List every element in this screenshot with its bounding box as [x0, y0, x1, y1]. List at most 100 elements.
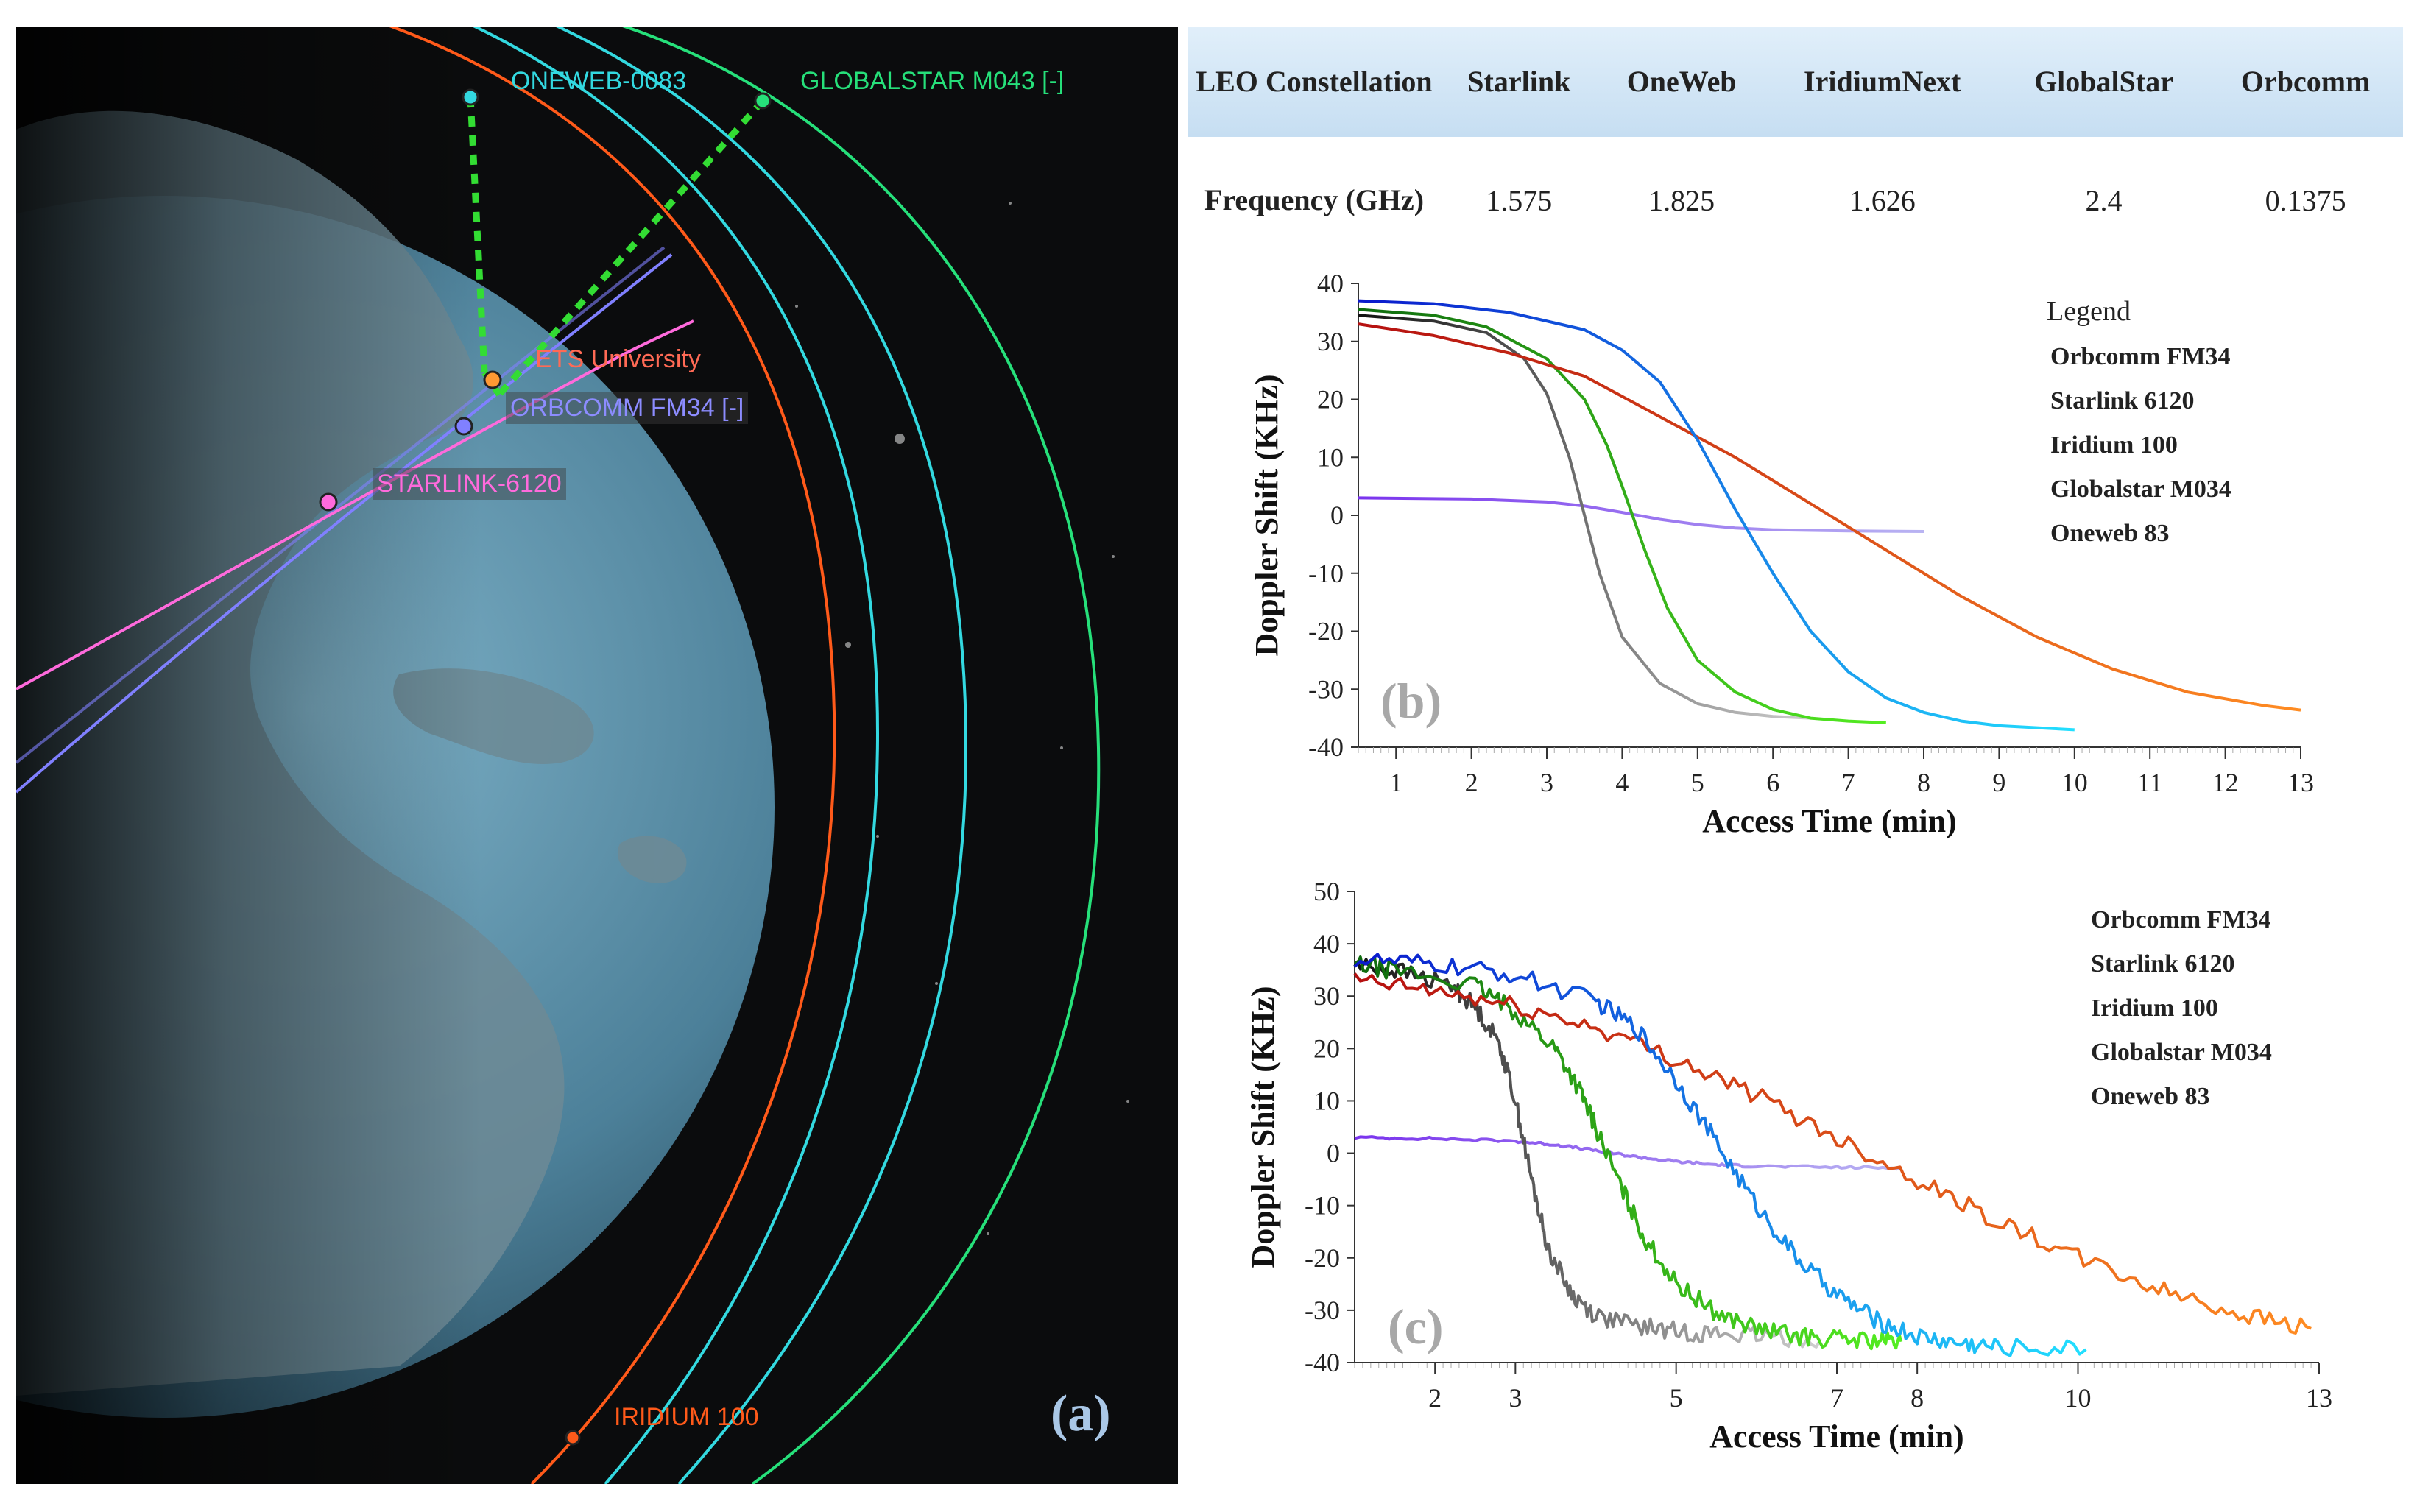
x-tick-label: 6: [1766, 768, 1779, 797]
table-header: GlobalStar: [1999, 27, 2209, 137]
table-header: LEO Constellation: [1188, 27, 1440, 137]
x-tick-label: 9: [1992, 768, 2005, 797]
legend-title: Legend: [2047, 296, 2131, 327]
series-line-3: [1358, 322, 2301, 712]
y-tick-label: -30: [1305, 1296, 1340, 1325]
x-tick-label: 1: [1389, 768, 1402, 797]
legend-entry: Oneweb 83: [2091, 1083, 2210, 1110]
y-tick-label: 0: [1327, 1139, 1340, 1168]
x-tick-label: 10: [2061, 768, 2088, 797]
x-tick-label: 4: [1615, 768, 1629, 797]
x-axis-label: Access Time (min): [1709, 1419, 1963, 1455]
x-tick-label: 11: [2137, 768, 2163, 797]
y-tick-label: -20: [1308, 617, 1344, 646]
series-line-1: [1353, 958, 1822, 1349]
y-tick-label: -30: [1308, 674, 1344, 704]
series-line-4: [1353, 953, 2087, 1357]
x-tick-label: 12: [2212, 768, 2239, 797]
x-tick-label: 2: [1465, 768, 1478, 797]
series-line-0: [1358, 496, 1924, 533]
x-tick-label: 7: [1842, 768, 1855, 797]
starlink-marker: [319, 492, 338, 512]
ets-marker: [483, 370, 502, 389]
legend-entry: Iridium 100: [2050, 431, 2178, 459]
satellite-globe-view: ONEWEB-0083 GLOBALSTAR M043 [-] ETS Univ…: [16, 27, 1178, 1484]
x-tick-label: 5: [1691, 768, 1704, 797]
table-header: Starlink: [1440, 27, 1598, 137]
y-tick-label: 20: [1313, 1034, 1340, 1063]
y-tick-label: -10: [1308, 559, 1344, 588]
satellite-markers: [319, 88, 772, 1446]
chart-c-measured: -40 -30 -20 -10 0 10 20 30 40 50 2 3 5 7 8 10 13 Access T…: [1245, 877, 2332, 1455]
legend-entry: Oneweb 83: [2050, 520, 2170, 547]
legend-entry: Globalstar M034: [2091, 1039, 2272, 1066]
x-tick-label: 13: [2287, 768, 2314, 797]
label-oneweb: ONEWEB-0083: [511, 67, 687, 95]
y-axis-label: Doppler Shift (KHz): [1249, 375, 1285, 657]
panel-label: (b): [1380, 673, 1442, 729]
x-tick-label: 3: [1540, 768, 1553, 797]
y-tick-label: 50: [1313, 877, 1340, 906]
label-iridium: IRIDIUM 100: [614, 1403, 759, 1431]
y-tick-label: 10: [1317, 442, 1344, 472]
x-axis-label: Access Time (min): [1702, 803, 1956, 839]
table-header-row: LEO Constellation Starlink OneWeb Iridiu…: [1188, 27, 2403, 137]
frequency-table: LEO Constellation Starlink OneWeb Iridiu…: [1188, 27, 2403, 264]
x-tick-label: 3: [1509, 1383, 1522, 1413]
table-header: OneWeb: [1598, 27, 1765, 137]
table-cell: 1.825: [1648, 183, 1715, 217]
iridium-marker: [565, 1430, 581, 1446]
table-row-label: Frequency (GHz): [1204, 183, 1425, 216]
table-cell: 1.626: [1849, 183, 1916, 217]
x-tick-label: 10: [2065, 1383, 2092, 1413]
legend-entry: Iridium 100: [2091, 995, 2218, 1022]
table-cell: 2.4: [2085, 183, 2123, 217]
y-tick-label: 30: [1313, 981, 1340, 1011]
x-tick-label: 13: [2306, 1383, 2332, 1413]
x-tick-label: 5: [1670, 1383, 1683, 1413]
y-tick-label: -40: [1308, 732, 1344, 762]
x-tick-label: 2: [1428, 1383, 1442, 1413]
y-tick-label: 20: [1317, 385, 1344, 414]
y-axis-label: Doppler Shift (KHz): [1245, 986, 1281, 1268]
y-tick-label: 10: [1313, 1086, 1340, 1115]
legend-entry: Orbcomm FM34: [2091, 906, 2271, 933]
label-ets: ETS University: [535, 345, 701, 373]
table-cell: 0.1375: [2265, 183, 2346, 217]
series-line-4: [1358, 299, 2075, 732]
legend-entry: Globalstar M034: [2050, 476, 2231, 503]
table-cell: 1.575: [1486, 183, 1553, 217]
y-tick-label: -40: [1305, 1348, 1340, 1377]
table-row: Frequency (GHz) 1.575 1.825 1.626 2.4 0.…: [1188, 137, 2403, 264]
label-starlink: STARLINK-6120: [373, 468, 566, 500]
orbcomm-marker: [454, 417, 473, 436]
terminator-shadow: [16, 27, 1178, 1484]
y-tick-label: 40: [1317, 269, 1344, 298]
oneweb-marker: [462, 88, 479, 106]
table-header: Orbcomm: [2208, 27, 2403, 137]
x-tick-label: 8: [1910, 1383, 1924, 1413]
label-globalstar: GLOBALSTAR M043 [-]: [800, 67, 1065, 95]
series-line-1: [1358, 314, 1811, 720]
legend-entry: Orbcomm FM34: [2050, 343, 2231, 370]
panel-label-a: (a): [1051, 1385, 1111, 1442]
y-tick-label: -10: [1305, 1191, 1340, 1220]
y-tick-label: 30: [1317, 327, 1344, 356]
globalstar-marker: [754, 92, 772, 110]
series-line-0: [1354, 1135, 1902, 1171]
table-header: IridiumNext: [1765, 27, 2000, 137]
label-orbcomm: ORBCOMM FM34 [-]: [506, 392, 749, 424]
orbit-lines: [16, 27, 1101, 1484]
legend-entry: Starlink 6120: [2091, 950, 2235, 978]
x-tick-label: 8: [1917, 768, 1930, 797]
series-line-2: [1354, 955, 1903, 1351]
x-tick-label: 7: [1830, 1383, 1843, 1413]
series-line-2: [1358, 308, 1886, 724]
y-tick-label: 0: [1330, 501, 1344, 530]
panel-label: (c): [1388, 1299, 1443, 1354]
globe-illustration: [16, 27, 1178, 1484]
series-line-3: [1353, 972, 2312, 1335]
y-tick-label: 40: [1313, 929, 1340, 958]
y-tick-label: -20: [1305, 1243, 1340, 1273]
